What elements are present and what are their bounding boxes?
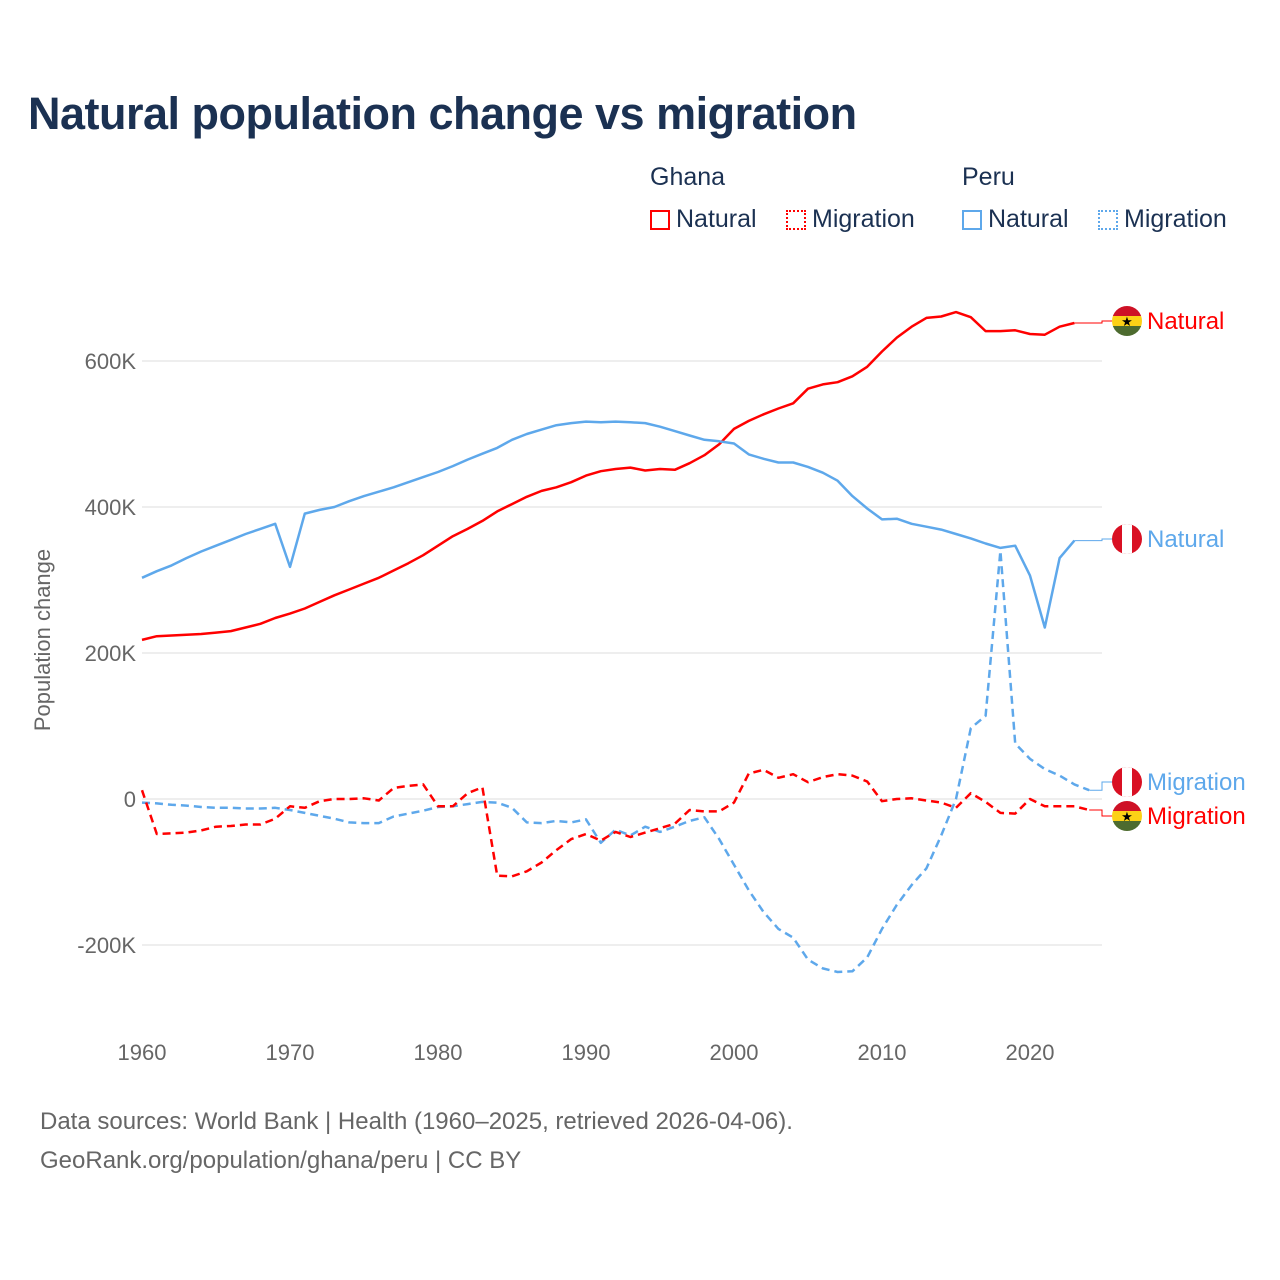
- y-axis-label: Population change: [30, 549, 55, 731]
- y-tick-label: 600K: [85, 349, 137, 374]
- legend-swatch-solid-blue: [962, 209, 982, 230]
- y-tick-label: -200K: [77, 933, 136, 958]
- x-tick-label: 1970: [266, 1040, 315, 1065]
- footer-link[interactable]: GeoRank.org/population/ghana/peru | CC B…: [40, 1147, 522, 1174]
- end-label: Natural: [1147, 526, 1224, 553]
- x-tick-label: 1980: [414, 1040, 463, 1065]
- x-tick-label: 2010: [858, 1040, 907, 1065]
- svg-text:★: ★: [1121, 314, 1133, 329]
- legend-swatch-solid-red: [650, 209, 670, 230]
- chart-title: Natural population change vs migration: [28, 88, 857, 139]
- label-connector: [1074, 538, 1112, 542]
- legend-group-peru: Peru: [962, 163, 1015, 191]
- footer-sources: Data sources: World Bank | Health (1960–…: [40, 1108, 793, 1135]
- legend-swatch-dotted-blue: [1098, 209, 1118, 230]
- label-connector: [1074, 320, 1112, 324]
- x-tick-label: 2020: [1006, 1040, 1055, 1065]
- ghana-flag-icon: ★: [1112, 801, 1142, 831]
- legend-label: Migration: [812, 205, 915, 233]
- series-line-ghana-natural[interactable]: [141, 310, 1075, 642]
- series-line-peru-migration[interactable]: [141, 549, 1090, 974]
- peru-flag-icon: [1112, 524, 1142, 554]
- ghana-flag-icon: ★: [1112, 306, 1142, 336]
- end-label: Migration: [1147, 803, 1246, 830]
- end-label: Migration: [1147, 769, 1246, 796]
- legend-swatch-dotted-red: [786, 209, 806, 230]
- x-tick-label: 2000: [710, 1040, 759, 1065]
- y-tick-label: 0: [124, 787, 136, 812]
- legend-label: Natural: [988, 205, 1069, 233]
- end-label: Natural: [1147, 308, 1224, 335]
- peru-flag-icon: [1112, 767, 1142, 797]
- y-tick-label: 200K: [85, 641, 137, 666]
- legend-peru-natural[interactable]: Natural: [962, 205, 1069, 234]
- legend-group-ghana: Ghana: [650, 163, 726, 191]
- svg-text:★: ★: [1121, 809, 1133, 824]
- series-line-peru-natural[interactable]: [141, 420, 1076, 629]
- legend-peru-migration[interactable]: Migration: [1098, 205, 1227, 234]
- x-tick-label: 1960: [118, 1040, 167, 1065]
- legend-label: Migration: [1124, 205, 1227, 233]
- legend-ghana-migration[interactable]: Migration: [786, 205, 915, 234]
- legend-label: Natural: [676, 205, 757, 233]
- label-connector: [1089, 781, 1112, 791]
- series-line-ghana-migration[interactable]: [140, 768, 1090, 878]
- legend-ghana-natural[interactable]: Natural: [650, 205, 757, 234]
- x-tick-label: 1990: [562, 1040, 611, 1065]
- label-connector: [1089, 809, 1112, 817]
- y-tick-label: 400K: [85, 495, 137, 520]
